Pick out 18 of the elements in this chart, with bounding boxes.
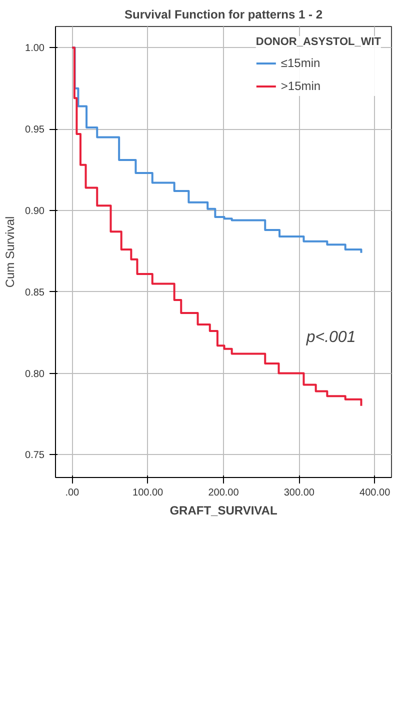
x-tick-label: 200.00 — [208, 488, 240, 498]
x-axis-title: GRAFT_SURVIVAL — [170, 504, 278, 518]
legend-title: DONOR_ASYSTOL_WIT — [256, 36, 381, 48]
x-tick-label: 400.00 — [360, 488, 391, 498]
y-tick-label: 0.90 — [25, 206, 45, 217]
x-tick-label: 300.00 — [284, 488, 315, 498]
y-tick-label: 1.00 — [25, 43, 45, 54]
annotation: p<.001 — [305, 329, 356, 346]
legend-label: ≤15min — [280, 56, 320, 70]
x-tick-label: .00 — [65, 488, 80, 498]
legend-label: >15min — [280, 79, 321, 93]
x-tick-label: 100.00 — [132, 488, 164, 498]
y-axis-title: Cum Survival — [3, 216, 18, 288]
y-tick-label: 0.75 — [25, 450, 45, 462]
y-tick-label: 0.85 — [25, 287, 45, 298]
y-tick-label: 0.95 — [25, 124, 45, 136]
chart-title: Survival Function for patterns 1 - 2 — [124, 8, 323, 22]
y-tick-label: 0.80 — [25, 368, 45, 380]
